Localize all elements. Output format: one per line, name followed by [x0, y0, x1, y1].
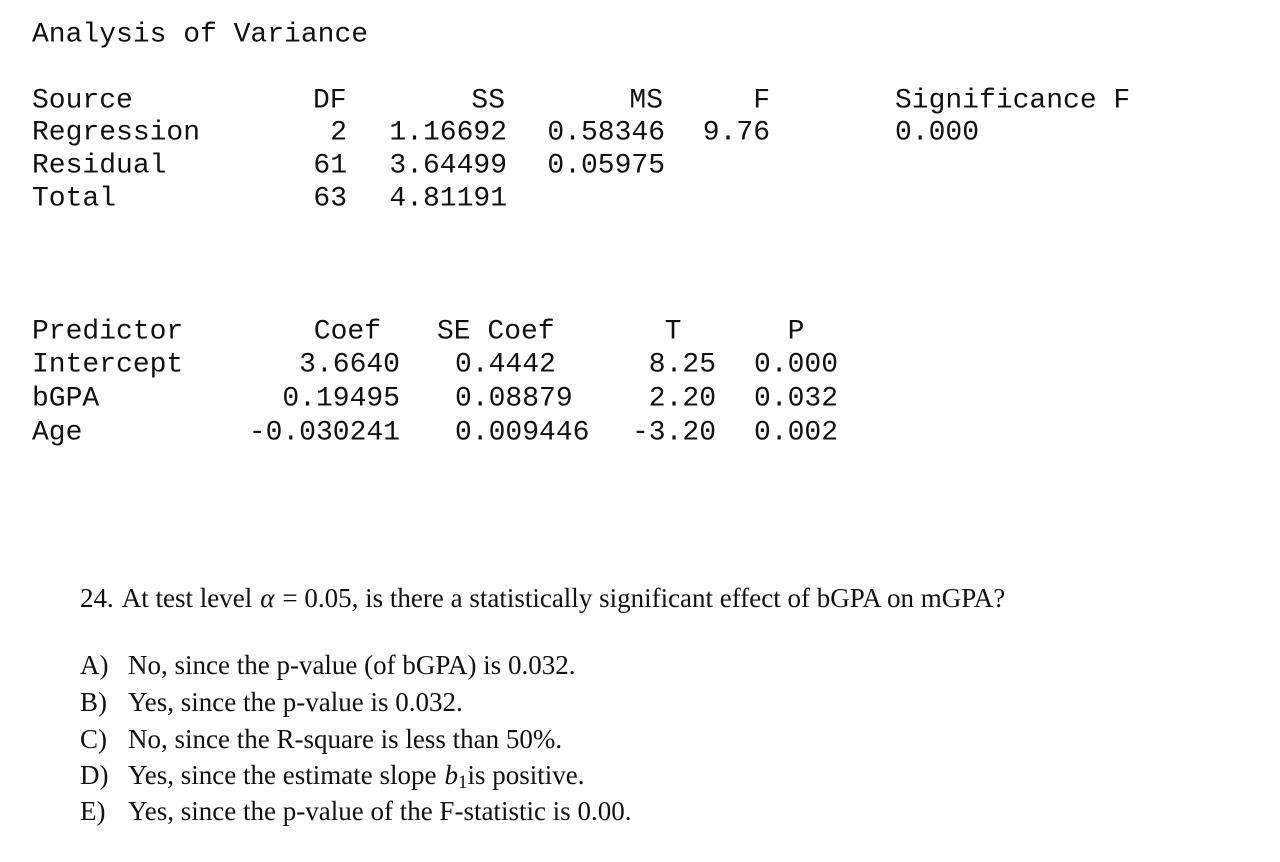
option-label: C)	[80, 724, 107, 754]
coef-header: Predictor	[32, 316, 183, 347]
anova-header: F	[753, 85, 770, 116]
option-text: No, since the p-value (of bGPA) is 0.032…	[128, 650, 575, 680]
anova-header: SS	[471, 85, 505, 116]
anova-cell: 9.76	[703, 117, 770, 148]
coef-cell: 0.032	[754, 383, 838, 414]
coef-cell: Intercept	[32, 349, 183, 380]
coef-cell: 0.009446	[455, 417, 589, 448]
coef-header: P	[788, 316, 805, 347]
option-after: is positive.	[467, 760, 584, 790]
question-symbol: α	[260, 583, 275, 613]
coef-cell: 0.002	[754, 417, 838, 448]
coef-header: Coef	[314, 316, 381, 347]
option-sub: 1	[458, 772, 468, 793]
option-text: Yes, since the estimate slope b1is positi…	[128, 760, 584, 793]
question-text: At test level	[122, 583, 252, 613]
anova-cell: 4.81191	[389, 183, 507, 214]
anova-cell: 63	[313, 183, 347, 214]
option-body: No, since the R-square is less than 50%.	[128, 724, 562, 754]
coef-cell: -3.20	[632, 417, 716, 448]
option-text: Yes, since the p-value of the F-statisti…	[128, 796, 631, 826]
question: 24. At test level α = 0.05, is there a stat…	[80, 583, 1005, 613]
question-number: 24.	[80, 583, 114, 613]
anova-header: MS	[629, 85, 663, 116]
coef-cell: 8.25	[649, 349, 716, 380]
anova-cell: Residual	[32, 150, 166, 181]
option-text: Yes, since the p-value is 0.032.	[128, 687, 463, 717]
option-label: E)	[80, 796, 105, 826]
option-body: No, since the p-value (of bGPA) is 0.032…	[128, 650, 575, 680]
anova-cell: 0.000	[895, 117, 979, 148]
coef-cell: Age	[32, 417, 82, 448]
anova-cell: 1.16692	[389, 117, 507, 148]
question-rest: = 0.05, is there a statistically signifi…	[282, 583, 1005, 613]
anova-cell: Total	[32, 183, 116, 214]
option-label: A)	[80, 650, 109, 680]
anova-cell: 0.05975	[547, 150, 665, 181]
option-body: Yes, since the p-value of the F-statisti…	[128, 796, 631, 826]
title: Analysis of Variance	[32, 19, 368, 50]
anova-cell: 2	[330, 117, 347, 148]
option-var: b	[444, 760, 458, 790]
coef-header: T	[665, 316, 682, 347]
coef-cell: 2.20	[649, 383, 716, 414]
coef-cell: 3.6640	[299, 349, 400, 380]
anova-header: DF	[313, 85, 347, 116]
coef-header: SE Coef	[437, 316, 555, 347]
option-body: Yes, since the estimate slope	[128, 760, 436, 790]
option-body: Yes, since the p-value is 0.032.	[128, 687, 463, 717]
option-label: D)	[80, 760, 109, 790]
coef-cell: 0.19495	[282, 383, 400, 414]
coef-cell: -0.030241	[249, 417, 400, 448]
anova-cell: 0.58346	[547, 117, 665, 148]
option-text: No, since the R-square is less than 50%.	[128, 724, 562, 754]
option-label: B)	[80, 687, 107, 717]
coef-cell: 0.000	[754, 349, 838, 380]
coef-cell: 0.08879	[455, 383, 573, 414]
anova-cell: Regression	[32, 117, 200, 148]
coef-cell: bGPA	[32, 383, 99, 414]
anova-cell: 3.64499	[389, 150, 507, 181]
coef-cell: 0.4442	[455, 349, 556, 380]
anova-header: Source	[32, 85, 133, 116]
anova-cell: 61	[313, 150, 347, 181]
anova-header: Significance F	[895, 85, 1130, 116]
